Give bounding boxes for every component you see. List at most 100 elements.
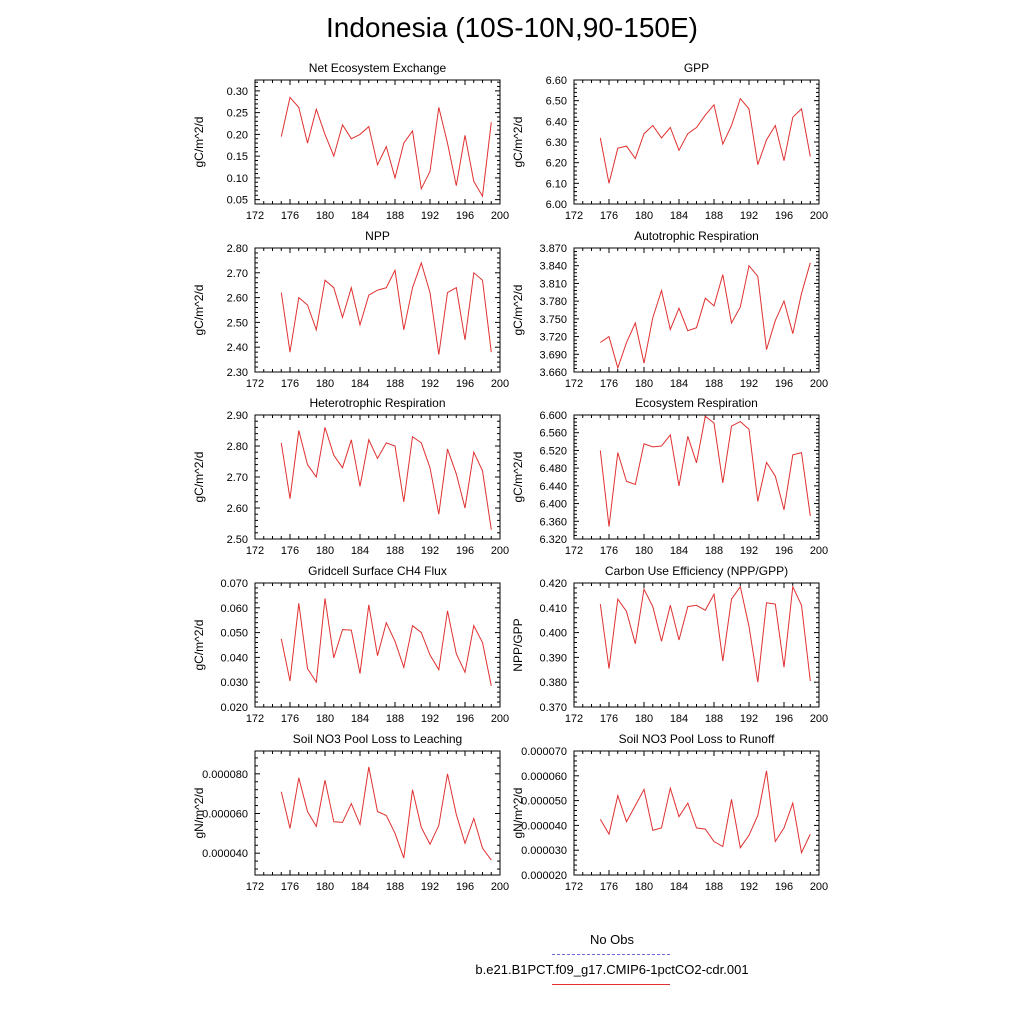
panel-2-series-line (599, 97, 811, 184)
panel-10-series-line (599, 770, 811, 855)
panel-6-xtick-label: 192 (740, 545, 758, 557)
panel-9-ytick-label: 0.000080 (202, 769, 248, 781)
panel-3-xtick-label: 192 (421, 378, 439, 390)
panel-10-ytick-label: 0.000030 (521, 845, 567, 857)
panel-5-ytick-label: 2.80 (227, 441, 248, 453)
panel-5-series-line (280, 427, 492, 530)
panel-4-ytick-label: 3.810 (539, 278, 567, 290)
panel-8-xtick-label: 188 (705, 713, 723, 725)
panel-3-xtick-label: 188 (386, 378, 404, 390)
panel-1-series-line (280, 96, 492, 198)
panel-4-xtick-label: 184 (670, 378, 688, 390)
panel-3-xtick-label: 200 (491, 378, 509, 390)
panel-8-xtick-label: 192 (740, 713, 758, 725)
panel-5-xtick-label: 192 (421, 545, 439, 557)
panel-10-frame (573, 750, 820, 876)
legend-obs-label: No Obs (589, 932, 635, 947)
panel-2-frame (573, 79, 820, 205)
panel-8-ylabel: NPP/GPP (511, 618, 525, 671)
panel-1-title: Net Ecosystem Exchange (309, 61, 447, 75)
panel-6-xtick-label: 200 (810, 545, 828, 557)
panel-8-xtick-label: 172 (565, 713, 583, 725)
panel-4-series-line (600, 262, 811, 370)
panel-10-xtick-label: 200 (810, 881, 828, 893)
panel-9-ylabel: gN/m^2/d (192, 788, 206, 839)
panel-2-xtick-label: 196 (775, 210, 793, 222)
panel-4-ytick-label: 3.840 (539, 261, 567, 273)
panel-5-xtick-label: 196 (456, 545, 474, 557)
panel-1-xtick-label: 200 (491, 210, 509, 222)
panel-6-title: Ecosystem Respiration (635, 396, 758, 410)
panel-7-title: Gridcell Surface CH4 Flux (308, 564, 447, 578)
panel-1-xtick-label: 192 (421, 210, 439, 222)
panel-4-xtick-label: 188 (705, 378, 723, 390)
panel-4-ytick-label: 3.660 (539, 367, 567, 379)
panel-2-ytick-label: 6.00 (546, 199, 567, 211)
panel-1-frame (254, 79, 501, 205)
panel-4-ytick-label: 3.870 (539, 243, 567, 255)
panel-3-xtick-label: 180 (316, 378, 334, 390)
panel-2-ytick-label: 6.60 (546, 75, 567, 87)
panel-8-title: Carbon Use Efficiency (NPP/GPP) (605, 564, 788, 578)
panel-10-xtick-label: 180 (635, 881, 653, 893)
panel-6-ytick-label: 6.440 (539, 481, 567, 493)
panel-10-ytick-label: 0.000050 (521, 796, 567, 808)
panel-9-series-line (280, 766, 492, 861)
panel-6-xtick-label: 172 (565, 545, 583, 557)
panel-2-ytick-label: 6.30 (546, 137, 567, 149)
panel-6-xtick-label: 188 (705, 545, 723, 557)
panel-10-title: Soil NO3 Pool Loss to Runoff (619, 732, 776, 746)
panel-2-ylabel: gC/m^2/d (511, 117, 525, 168)
panel-7-xtick-label: 176 (281, 713, 299, 725)
panel-9-xtick-label: 176 (281, 881, 299, 893)
panel-5-title: Heterotrophic Respiration (309, 396, 445, 410)
panel-1-ytick-label: 0.20 (227, 129, 248, 141)
panel-7-frame (254, 582, 501, 708)
panel-1-ytick-label: 0.30 (227, 86, 248, 98)
panel-3-ytick-label: 2.60 (227, 293, 248, 305)
panel-10-xtick-label: 176 (600, 881, 618, 893)
panel-2-ytick-label: 6.20 (546, 158, 567, 170)
panel-3-ytick-label: 2.40 (227, 342, 248, 354)
panel-3-series-line (280, 261, 492, 355)
panel-5-ytick-label: 2.70 (227, 472, 248, 484)
panel-1-ytick-label: 0.10 (227, 173, 248, 185)
panel-7-xtick-label: 172 (246, 713, 264, 725)
panel-4-ytick-label: 3.720 (539, 332, 567, 344)
panel-4-xtick-label: 200 (810, 378, 828, 390)
panel-6-ytick-label: 6.320 (539, 534, 567, 546)
panel-8-ytick-label: 0.370 (539, 702, 567, 714)
panel-4-xtick-label: 176 (600, 378, 618, 390)
panel-5-ylabel: gC/m^2/d (192, 452, 206, 503)
panel-4-xtick-label: 196 (775, 378, 793, 390)
panel-8-ytick-label: 0.400 (539, 628, 567, 640)
panel-8-frame (573, 582, 820, 708)
panel-7-xtick-label: 192 (421, 713, 439, 725)
panel-7-xtick-label: 184 (351, 713, 369, 725)
panel-6-xtick-label: 176 (600, 545, 618, 557)
panel-6-ytick-label: 6.360 (539, 516, 567, 528)
panel-8-xtick-label: 176 (600, 713, 618, 725)
panel-7-ytick-label: 0.050 (220, 628, 248, 640)
panel-4-xtick-label: 192 (740, 378, 758, 390)
panel-10-xtick-label: 196 (775, 881, 793, 893)
panel-4-xtick-label: 172 (565, 378, 583, 390)
panel-5-xtick-label: 180 (316, 545, 334, 557)
panel-8-xtick-label: 196 (775, 713, 793, 725)
panel-8-ytick-label: 0.390 (539, 652, 567, 664)
panel-1-ytick-label: 0.05 (227, 195, 248, 207)
legend-obs-line (552, 954, 670, 955)
panel-2-ytick-label: 6.10 (546, 178, 567, 190)
panel-3-xtick-label: 184 (351, 378, 369, 390)
panel-7-xtick-label: 188 (386, 713, 404, 725)
panel-6-ytick-label: 6.600 (539, 410, 567, 422)
panel-7-ytick-label: 0.060 (220, 603, 248, 615)
panel-9-title: Soil NO3 Pool Loss to Leaching (293, 732, 462, 746)
panel-6-xtick-label: 184 (670, 545, 688, 557)
panel-3-xtick-label: 172 (246, 378, 264, 390)
panel-2-xtick-label: 192 (740, 210, 758, 222)
panel-10-xtick-label: 192 (740, 881, 758, 893)
panel-9-xtick-label: 196 (456, 881, 474, 893)
panel-5-frame (254, 414, 501, 540)
panel-5-xtick-label: 176 (281, 545, 299, 557)
